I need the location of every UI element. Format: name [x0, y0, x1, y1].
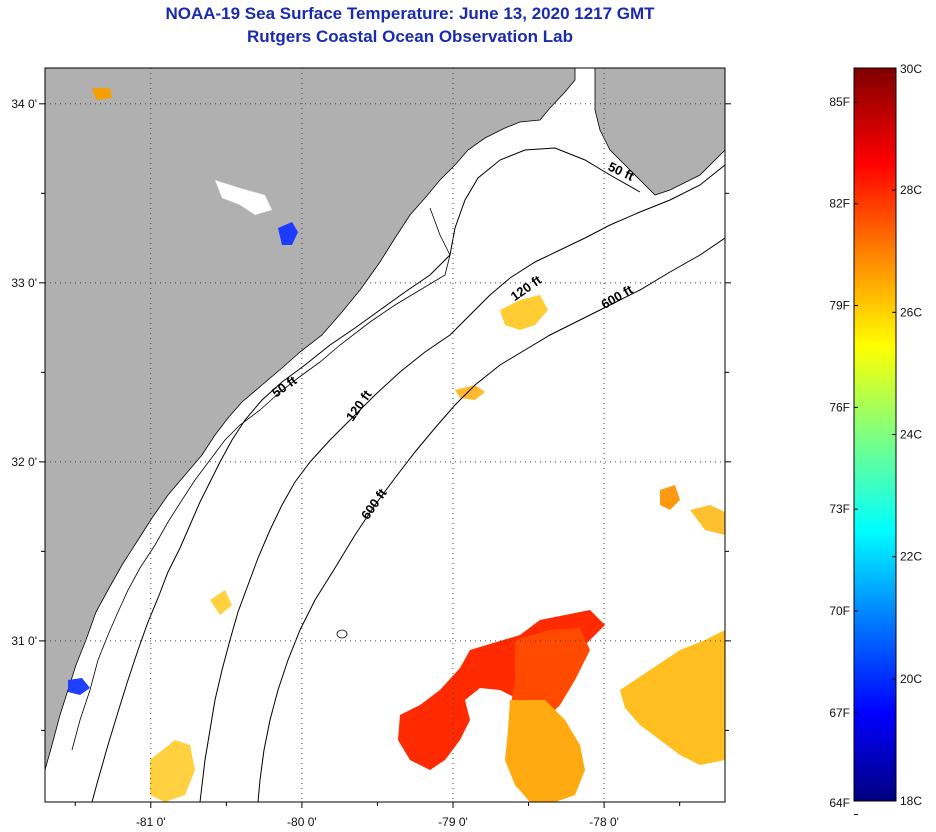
colorbar-labels: 30C 28C 26C 24C 22C 20C 18C 85F 82F 79F 76F 73F 70F 6…	[829, 62, 922, 816]
contour-600ft	[257, 237, 725, 802]
colorbar-label-celsius: 22C	[900, 550, 922, 564]
colorbar-label-fahrenheit: 76F	[829, 400, 850, 414]
map-title: NOAA-19 Sea Surface Temperature: June 13…	[165, 4, 655, 23]
lat-tick-label: 34 0'	[11, 97, 37, 111]
colorbar-label-celsius: 24C	[900, 428, 922, 442]
seamount-contour	[336, 629, 348, 639]
lat-tick-label: 31 0'	[11, 634, 37, 648]
lon-tick-label: -78 0'	[589, 815, 619, 829]
colorbar-label-fahrenheit: 64F	[829, 796, 850, 810]
lon-tick-label: -80 0'	[287, 815, 317, 829]
graticule	[45, 68, 725, 802]
coastline	[71, 207, 451, 751]
colorbar-label-fahrenheit: 70F	[829, 604, 850, 618]
colorbar-label-fahrenheit: 79F	[829, 299, 850, 313]
colorbar-label-celsius: 30C	[900, 62, 922, 76]
lon-tick-label: -81 0'	[136, 815, 166, 829]
colorbar-label-fahrenheit: 85F	[829, 95, 850, 109]
map-frame	[44, 67, 726, 803]
lat-tick-label: 32 0'	[11, 455, 37, 469]
colorbar-label-fahrenheit: 82F	[829, 197, 850, 211]
lon-tick-label: -79 0'	[438, 815, 468, 829]
colorbar-label-celsius: 28C	[900, 183, 922, 197]
axis-ticks: -81 0' -80 0' -79 0' -78 0' 34 0' 33 0' 32 0' 3…	[11, 97, 731, 829]
sst-patches	[68, 88, 725, 802]
contour-50ft	[91, 147, 641, 802]
map-subtitle: Rutgers Coastal Ocean Observation Lab	[247, 27, 573, 46]
contour-120ft	[199, 164, 725, 802]
colorbar-label-celsius: 26C	[900, 305, 922, 319]
colorbar	[853, 67, 897, 802]
colorbar-label-celsius: 20C	[900, 672, 922, 686]
land-cape	[594, 68, 725, 196]
lat-tick-label: 33 0'	[11, 276, 37, 290]
colorbar-label-fahrenheit: 73F	[829, 502, 850, 516]
colorbar-label-celsius: 18C	[900, 794, 922, 808]
land-mass	[45, 68, 576, 771]
colorbar-label-fahrenheit: 67F	[829, 706, 850, 720]
